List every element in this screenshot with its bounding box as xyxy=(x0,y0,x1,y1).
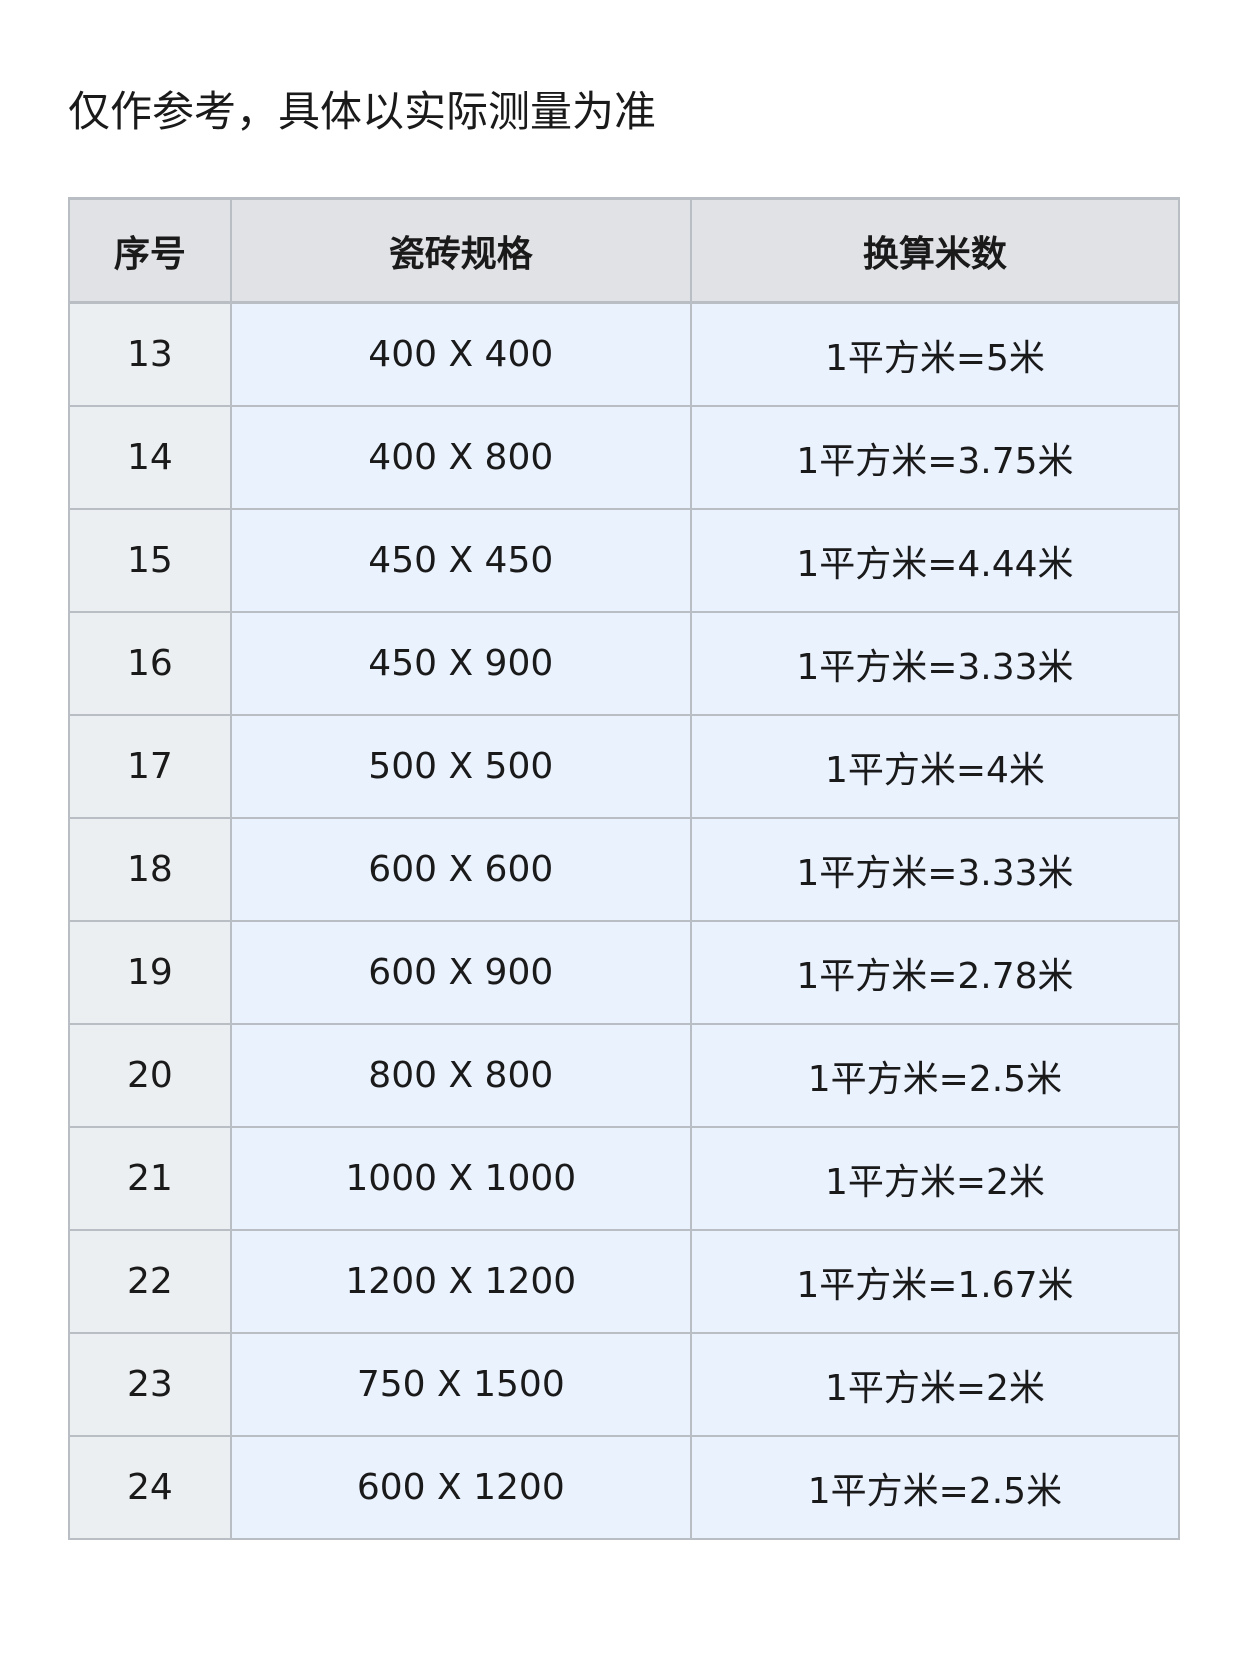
table-row: 16 450 X 900 1平方米=3.33米 xyxy=(68,611,1181,716)
cell-index: 17 xyxy=(68,714,232,819)
cell-conversion: 1平方米=3.75米 xyxy=(689,405,1181,510)
cell-tile-size: 450 X 450 xyxy=(229,508,692,613)
cell-index: 21 xyxy=(68,1126,232,1231)
cell-conversion: 1平方米=3.33米 xyxy=(689,611,1181,716)
cell-index: 23 xyxy=(68,1332,232,1437)
cell-index: 16 xyxy=(68,611,232,716)
cell-index: 18 xyxy=(68,817,232,922)
cell-tile-size: 1000 X 1000 xyxy=(229,1126,692,1231)
cell-index: 22 xyxy=(68,1229,232,1334)
table-row: 15 450 X 450 1平方米=4.44米 xyxy=(68,508,1181,613)
tile-conversion-table: 序号 瓷砖规格 换算米数 13 400 X 400 1平方米=5米 14 400 X 8… xyxy=(68,197,1181,1540)
table-header-row: 序号 瓷砖规格 换算米数 xyxy=(68,197,1181,304)
table-row: 17 500 X 500 1平方米=4米 xyxy=(68,714,1181,819)
cell-conversion: 1平方米=2米 xyxy=(689,1332,1181,1437)
cell-tile-size: 1200 X 1200 xyxy=(229,1229,692,1334)
cell-conversion: 1平方米=2.5米 xyxy=(689,1023,1181,1128)
table-row: 24 600 X 1200 1平方米=2.5米 xyxy=(68,1435,1181,1540)
table-row: 14 400 X 800 1平方米=3.75米 xyxy=(68,405,1181,510)
table-row: 19 600 X 900 1平方米=2.78米 xyxy=(68,920,1181,1025)
cell-tile-size: 400 X 800 xyxy=(229,405,692,510)
cell-index: 14 xyxy=(68,405,232,510)
cell-conversion: 1平方米=2.5米 xyxy=(689,1435,1181,1540)
cell-conversion: 1平方米=3.33米 xyxy=(689,817,1181,922)
cell-index: 20 xyxy=(68,1023,232,1128)
cell-conversion: 1平方米=4米 xyxy=(689,714,1181,819)
cell-conversion: 1平方米=1.67米 xyxy=(689,1229,1181,1334)
table-row: 20 800 X 800 1平方米=2.5米 xyxy=(68,1023,1181,1128)
cell-conversion: 1平方米=5米 xyxy=(689,301,1181,407)
cell-tile-size: 400 X 400 xyxy=(229,301,692,407)
header-index: 序号 xyxy=(68,197,232,304)
table-row: 21 1000 X 1000 1平方米=2米 xyxy=(68,1126,1181,1231)
cell-conversion: 1平方米=4.44米 xyxy=(689,508,1181,613)
cell-tile-size: 500 X 500 xyxy=(229,714,692,819)
table-row: 22 1200 X 1200 1平方米=1.67米 xyxy=(68,1229,1181,1334)
table-row: 23 750 X 1500 1平方米=2米 xyxy=(68,1332,1181,1437)
cell-index: 15 xyxy=(68,508,232,613)
table-row: 18 600 X 600 1平方米=3.33米 xyxy=(68,817,1181,922)
cell-index: 24 xyxy=(68,1435,232,1540)
cell-index: 13 xyxy=(68,301,232,407)
header-conversion: 换算米数 xyxy=(689,197,1181,304)
table-row: 13 400 X 400 1平方米=5米 xyxy=(68,301,1181,407)
cell-conversion: 1平方米=2米 xyxy=(689,1126,1181,1231)
cell-index: 19 xyxy=(68,920,232,1025)
cell-tile-size: 600 X 1200 xyxy=(229,1435,692,1540)
reference-note: 仅作参考，具体以实际测量为准 xyxy=(68,87,657,136)
cell-tile-size: 800 X 800 xyxy=(229,1023,692,1128)
cell-conversion: 1平方米=2.78米 xyxy=(689,920,1181,1025)
cell-tile-size: 450 X 900 xyxy=(229,611,692,716)
header-tile-size: 瓷砖规格 xyxy=(229,197,692,304)
cell-tile-size: 600 X 900 xyxy=(229,920,692,1025)
cell-tile-size: 600 X 600 xyxy=(229,817,692,922)
cell-tile-size: 750 X 1500 xyxy=(229,1332,692,1437)
